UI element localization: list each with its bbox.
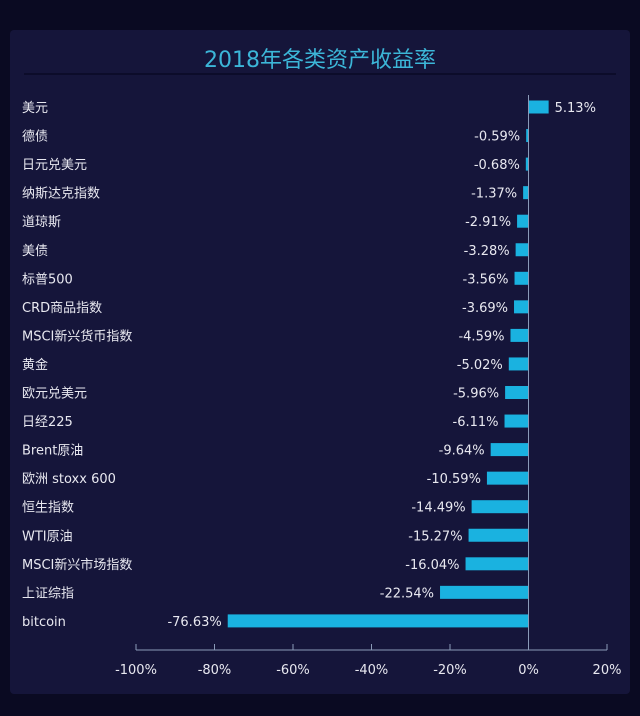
category-label: 黄金 (22, 357, 48, 373)
category-label: 欧洲 stoxx 600 (22, 472, 116, 487)
category-label: 欧元兑美元 (22, 387, 87, 402)
value-label: -16.04% (405, 558, 459, 573)
value-label: -9.64% (439, 444, 485, 459)
bar (468, 528, 529, 542)
value-label: -76.63% (167, 615, 221, 630)
value-label: -6.11% (453, 415, 499, 430)
bar (227, 614, 529, 628)
bar (465, 557, 529, 571)
bar (526, 129, 529, 143)
value-label: -1.37% (471, 187, 517, 202)
value-label: -0.59% (474, 130, 520, 145)
value-label: -2.91% (465, 215, 511, 230)
x-tick-label: -100% (115, 663, 157, 678)
x-tick-label: 0% (518, 663, 539, 678)
bar (510, 328, 529, 342)
category-label: 日经225 (22, 415, 73, 430)
bar (514, 300, 529, 314)
category-label: 纳斯达克指数 (22, 187, 100, 202)
chart-title: 2018年各类资产收益率 (204, 48, 436, 73)
category-label: MSCI新兴市场指数 (22, 557, 132, 573)
bar (490, 443, 529, 457)
x-tick-label: -60% (276, 663, 310, 678)
value-label: -3.28% (464, 244, 510, 259)
x-tick-label: -80% (198, 663, 232, 678)
bar (525, 157, 529, 171)
bar (486, 471, 529, 485)
value-label: -10.59% (427, 472, 481, 487)
bar (514, 271, 529, 285)
bar (515, 243, 529, 257)
bar (504, 414, 529, 428)
x-tick-label: -20% (433, 663, 467, 678)
category-label: 美元 (22, 101, 48, 116)
value-label: -15.27% (408, 529, 462, 544)
x-tick-label: -40% (355, 663, 389, 678)
value-label: -5.96% (453, 387, 499, 402)
value-label: -4.59% (458, 329, 504, 344)
category-label: 道琼斯 (22, 215, 61, 230)
category-label: 标普500 (22, 272, 73, 287)
category-label: 美债 (22, 244, 48, 259)
value-label: -3.69% (462, 301, 508, 316)
category-label: bitcoin (22, 615, 66, 630)
bar (505, 386, 529, 399)
bar (471, 500, 529, 514)
category-label: 德债 (22, 130, 48, 145)
value-label: -22.54% (380, 586, 434, 601)
category-label: 日元兑美元 (22, 158, 87, 173)
bar (523, 186, 529, 200)
value-label: -0.68% (474, 158, 520, 173)
bar (517, 214, 529, 228)
bar (508, 357, 529, 371)
x-tick-label: 20% (593, 663, 622, 678)
value-label: -14.49% (411, 501, 465, 516)
value-label: 5.13% (555, 101, 596, 116)
category-label: WTI原油 (22, 529, 73, 544)
value-label: -3.56% (463, 272, 509, 287)
category-label: Brent原油 (22, 444, 83, 459)
category-label: CRD商品指数 (22, 301, 102, 316)
value-label: -5.02% (457, 358, 503, 373)
title-divider (24, 73, 616, 75)
bar (440, 585, 529, 599)
bar (528, 100, 549, 114)
category-label: 上证综指 (22, 586, 74, 601)
category-label: 恒生指数 (22, 501, 74, 516)
category-label: MSCI新兴货币指数 (22, 328, 132, 344)
